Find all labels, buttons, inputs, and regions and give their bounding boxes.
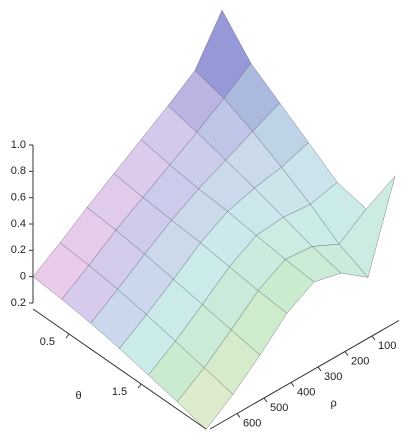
z-tick-label: 0.4 — [11, 218, 26, 230]
y-tick-label: 600 — [243, 417, 261, 429]
y-tick — [263, 397, 268, 403]
x-tick — [65, 333, 70, 339]
surface-cell — [176, 367, 234, 430]
z-tick-label: 1.0 — [11, 139, 26, 151]
y-axis-label: ρ — [331, 398, 337, 410]
z-tick-label: 0.8 — [11, 165, 26, 177]
y-tick — [290, 382, 295, 387]
z-tick-label: 0.2 — [11, 244, 26, 256]
y-tick — [371, 335, 376, 341]
z-tick-label: 0 — [20, 271, 26, 283]
x-axis-label: θ — [76, 390, 82, 402]
y-tick-label: 300 — [324, 371, 342, 383]
axes: 1.0 0.8 0.6 0.4 0.2 0 0.2 0.5 1.5 θ 100 200 300 400 50… — [11, 139, 400, 430]
y-tick — [317, 366, 322, 372]
x-axis — [32, 308, 207, 430]
z-tick-label: 0.2 — [11, 297, 26, 309]
y-tick-label: 500 — [270, 402, 288, 414]
y-axis — [209, 320, 400, 430]
y-tick — [344, 351, 349, 356]
surface — [32, 9, 396, 430]
x-tick-label: 0.5 — [40, 336, 55, 348]
y-tick-label: 200 — [351, 355, 369, 367]
y-tick — [236, 413, 241, 418]
y-tick-label: 100 — [378, 340, 396, 352]
y-tick-label: 400 — [297, 386, 315, 398]
z-tick-label: 0.6 — [11, 192, 26, 204]
x-tick-label: 1.5 — [112, 386, 127, 398]
x-tick — [137, 383, 142, 389]
